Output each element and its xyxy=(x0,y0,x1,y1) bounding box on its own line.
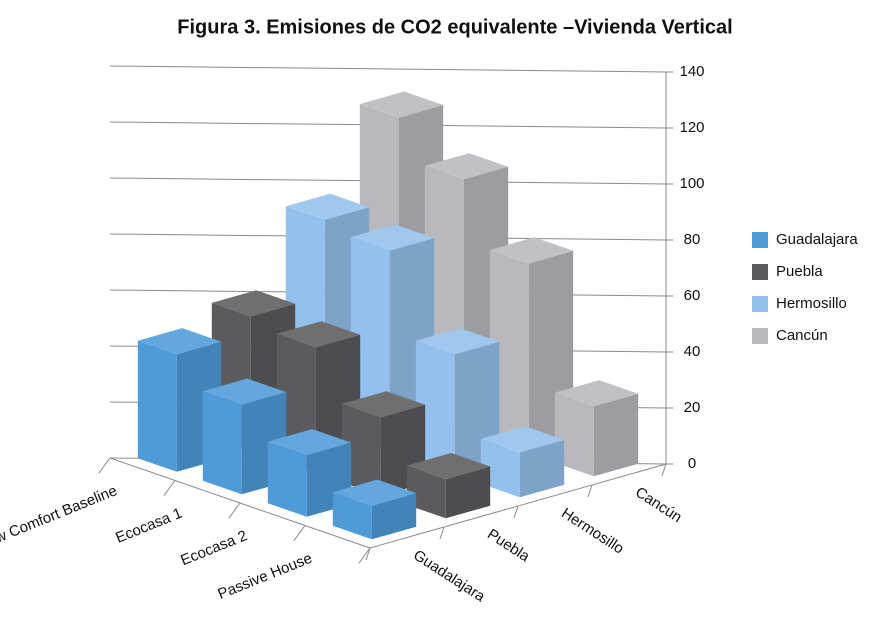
bar-top xyxy=(341,391,426,418)
legend-label: Hermosillo xyxy=(776,295,847,312)
bar-left-face xyxy=(415,340,455,475)
category-label: Ecocasa 1 xyxy=(113,505,184,547)
bar-top xyxy=(211,290,296,317)
bar-left-face xyxy=(332,492,372,540)
grid-line xyxy=(109,65,667,73)
bar-left-face xyxy=(406,465,446,519)
bar xyxy=(406,453,491,519)
bar-top xyxy=(267,429,352,456)
bar-left-face xyxy=(267,441,307,517)
bar-top xyxy=(350,224,435,251)
y-tick-label: 140 xyxy=(679,63,704,80)
series-tick xyxy=(365,547,371,561)
bar-top xyxy=(332,479,417,506)
category-tick xyxy=(163,480,176,496)
series-tick xyxy=(513,505,519,519)
bar xyxy=(415,328,500,475)
series-tick xyxy=(587,484,593,498)
legend-swatch xyxy=(752,264,768,280)
y-tick-label: 80 xyxy=(684,231,701,248)
series-label: Cancún xyxy=(632,484,685,526)
bar-top xyxy=(554,380,639,407)
bar-right-face xyxy=(519,439,565,498)
y-tick-label: 100 xyxy=(679,175,704,192)
bar xyxy=(137,328,222,472)
bar-top xyxy=(406,453,491,480)
category-label: Ecocasa 2 xyxy=(178,527,249,569)
bar-left-face xyxy=(202,391,242,495)
y-tick-label: 120 xyxy=(679,119,704,136)
bar-top xyxy=(480,426,565,453)
chart-title: Figura 3. Emisiones de CO2 equivalente –… xyxy=(177,16,732,38)
bar-top xyxy=(137,328,222,355)
legend-swatch xyxy=(752,328,768,344)
y-tick-label: 20 xyxy=(684,399,701,416)
bar xyxy=(332,479,417,540)
bar-top xyxy=(202,378,287,405)
legend-label: Cancún xyxy=(776,327,828,344)
series-label: Hermosillo xyxy=(558,505,627,558)
bar xyxy=(480,426,565,498)
bar-left-face xyxy=(341,403,381,496)
legend-label: Guadalajara xyxy=(776,231,858,248)
bar-left-face xyxy=(489,249,529,454)
bar-top xyxy=(424,153,509,180)
category-label: Passive House xyxy=(215,550,314,603)
series-tick xyxy=(439,526,445,540)
bar xyxy=(341,391,426,496)
y-tick-label: 60 xyxy=(684,287,701,304)
category-tick xyxy=(98,457,111,474)
bar-left-face xyxy=(137,340,177,472)
bar-right-face xyxy=(593,393,639,477)
bar-right-face xyxy=(445,466,491,519)
bar-right-face xyxy=(371,493,417,540)
legend-label: Puebla xyxy=(776,263,823,280)
bar-top xyxy=(415,328,500,355)
bar xyxy=(554,380,639,477)
y-tick-label: 40 xyxy=(684,343,701,360)
bar-top xyxy=(359,91,444,118)
series-label: Guadalajara xyxy=(410,547,488,606)
series-tick xyxy=(661,463,667,477)
bar-left-face xyxy=(480,439,520,498)
legend-swatch xyxy=(752,232,768,248)
category-tick xyxy=(228,502,241,519)
category-label: Low Comfort Baseline xyxy=(0,482,120,553)
series-label: Puebla xyxy=(484,526,533,566)
category-tick xyxy=(293,525,306,541)
bar-top xyxy=(489,237,574,264)
y-tick-label: 0 xyxy=(688,455,696,472)
bar xyxy=(267,429,352,517)
bar-top xyxy=(285,193,370,220)
bar-top xyxy=(276,321,361,348)
bar-left-face xyxy=(554,392,594,477)
category-tick xyxy=(358,547,371,564)
legend-swatch xyxy=(752,296,768,312)
